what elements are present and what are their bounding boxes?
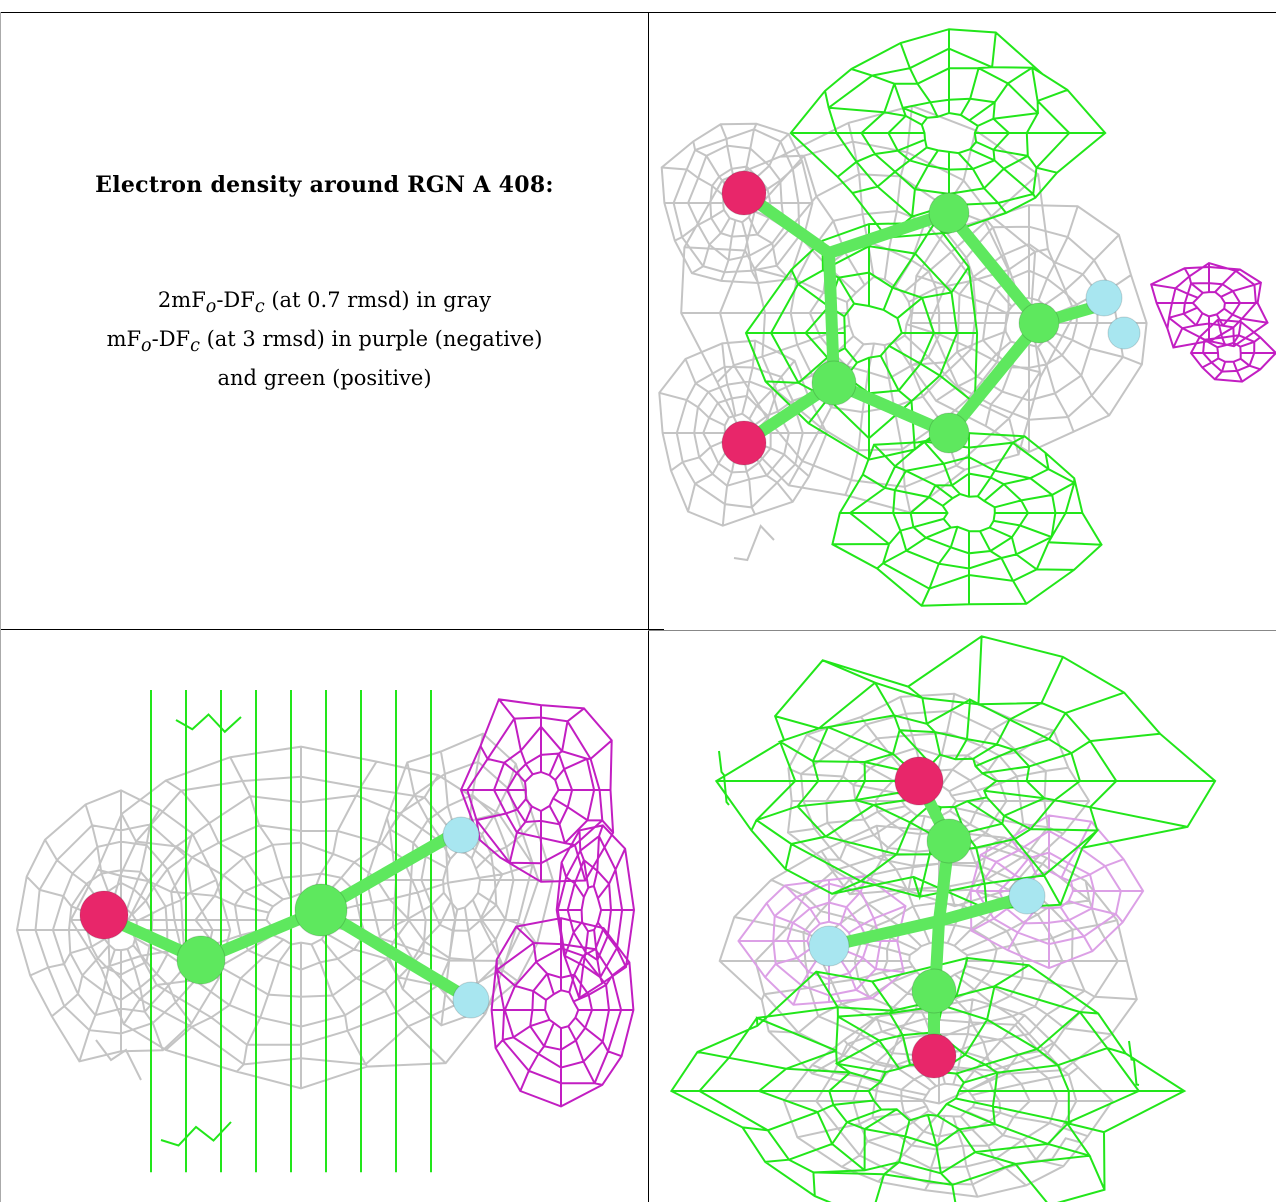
caption-line-2-sub-o: o <box>141 336 152 357</box>
caption-line-2-mid: -DF <box>151 327 191 352</box>
nitrogen-atom <box>808 925 850 967</box>
bond <box>315 824 467 916</box>
carbon-atom <box>928 192 970 234</box>
caption-line-2-sub-c: c <box>190 336 200 357</box>
carbon-atom <box>811 360 857 406</box>
mesh-strand <box>1128 1040 1140 1086</box>
caption-line-1: 2mFo-DFc (at 0.7 rmsd) in gray <box>0 284 649 323</box>
table-border-middle-left <box>0 629 664 630</box>
table-border-top <box>0 12 1276 13</box>
mesh-cage <box>459 698 615 883</box>
mesh-cage <box>555 824 636 1000</box>
mesh-cage <box>1189 318 1276 383</box>
carbon-atom <box>1018 302 1060 344</box>
caption-line-2-prefix: mF <box>106 327 142 352</box>
nitrogen-atom <box>1107 316 1141 350</box>
caption-line-1-prefix: 2mF <box>157 288 206 312</box>
caption-line-1-sub-c: c <box>254 297 265 318</box>
nitrogen-atom <box>1085 279 1123 317</box>
table-border-center-vertical <box>648 12 649 1202</box>
view-bottom-left <box>1 630 648 1202</box>
carbon-atom <box>911 968 957 1014</box>
caption-description: 2mFo-DFc (at 0.7 rmsd) in gray mFo-DFc (… <box>0 284 649 394</box>
mesh-strand <box>175 713 242 734</box>
caption-line-1-sub-o: o <box>205 297 217 318</box>
carbon-atom <box>294 883 348 937</box>
carbon-atom <box>926 818 972 864</box>
nitrogen-atom <box>1008 877 1046 915</box>
ligand-model <box>79 816 490 1019</box>
nitrogen-atom <box>452 981 490 1019</box>
mesh-strand <box>718 750 730 806</box>
bond <box>823 207 955 259</box>
view-bottom-right <box>649 631 1276 1202</box>
ligand-model <box>721 170 1141 466</box>
density-render-bottom-left <box>15 690 636 1173</box>
mesh-cage <box>909 204 1148 454</box>
density-render-top-right <box>658 28 1276 607</box>
caption-line-3: and green (positive) <box>217 366 432 391</box>
purple-mesh <box>737 814 1145 1006</box>
purple-mesh <box>1150 262 1276 383</box>
oxygen-atom <box>894 756 944 806</box>
oxygen-atom <box>79 890 129 940</box>
view-top-right <box>649 13 1276 629</box>
caption-line-2: mFo-DFc (at 3 rmsd) in purple (negative) <box>0 323 649 362</box>
oxygen-atom <box>721 420 767 466</box>
caption-line-2-suffix: (at 3 rmsd) in purple (negative) <box>199 327 543 352</box>
bond <box>943 207 1045 329</box>
mesh-cage <box>737 874 907 1006</box>
ligand-model <box>808 756 1046 1079</box>
gray-mesh <box>15 732 554 1090</box>
mesh-strand <box>160 1121 232 1147</box>
oxygen-atom <box>721 170 767 216</box>
caption-title: Electron density around RGN A 408: <box>95 172 554 198</box>
bond <box>943 317 1045 439</box>
nitrogen-atom <box>442 816 480 854</box>
bond <box>315 904 477 1006</box>
green-mesh <box>150 690 432 1173</box>
mesh-cage <box>669 956 1187 1202</box>
table-border-middle-right <box>648 630 1276 631</box>
caption-line-1-suffix: (at 0.7 rmsd) in gray <box>264 288 492 312</box>
mesh-strand <box>733 524 775 562</box>
gray-mesh <box>658 104 1148 562</box>
mesh-cage <box>1150 262 1269 349</box>
mesh-strand <box>95 1039 142 1081</box>
carbon-atom <box>176 935 226 985</box>
purple-mesh <box>459 698 636 1108</box>
carbon-atom <box>928 412 970 454</box>
table-border-left <box>0 12 1 1202</box>
mesh-cage <box>831 432 1103 607</box>
oxygen-atom <box>911 1033 957 1079</box>
caption-cell: Electron density around RGN A 408: 2mFo-… <box>0 12 649 629</box>
figure-table: Electron density around RGN A 408: 2mFo-… <box>0 12 1276 1202</box>
mesh-cage <box>490 917 635 1108</box>
density-render-bottom-right <box>669 635 1217 1202</box>
caption-line-1-mid: -DF <box>216 288 255 312</box>
